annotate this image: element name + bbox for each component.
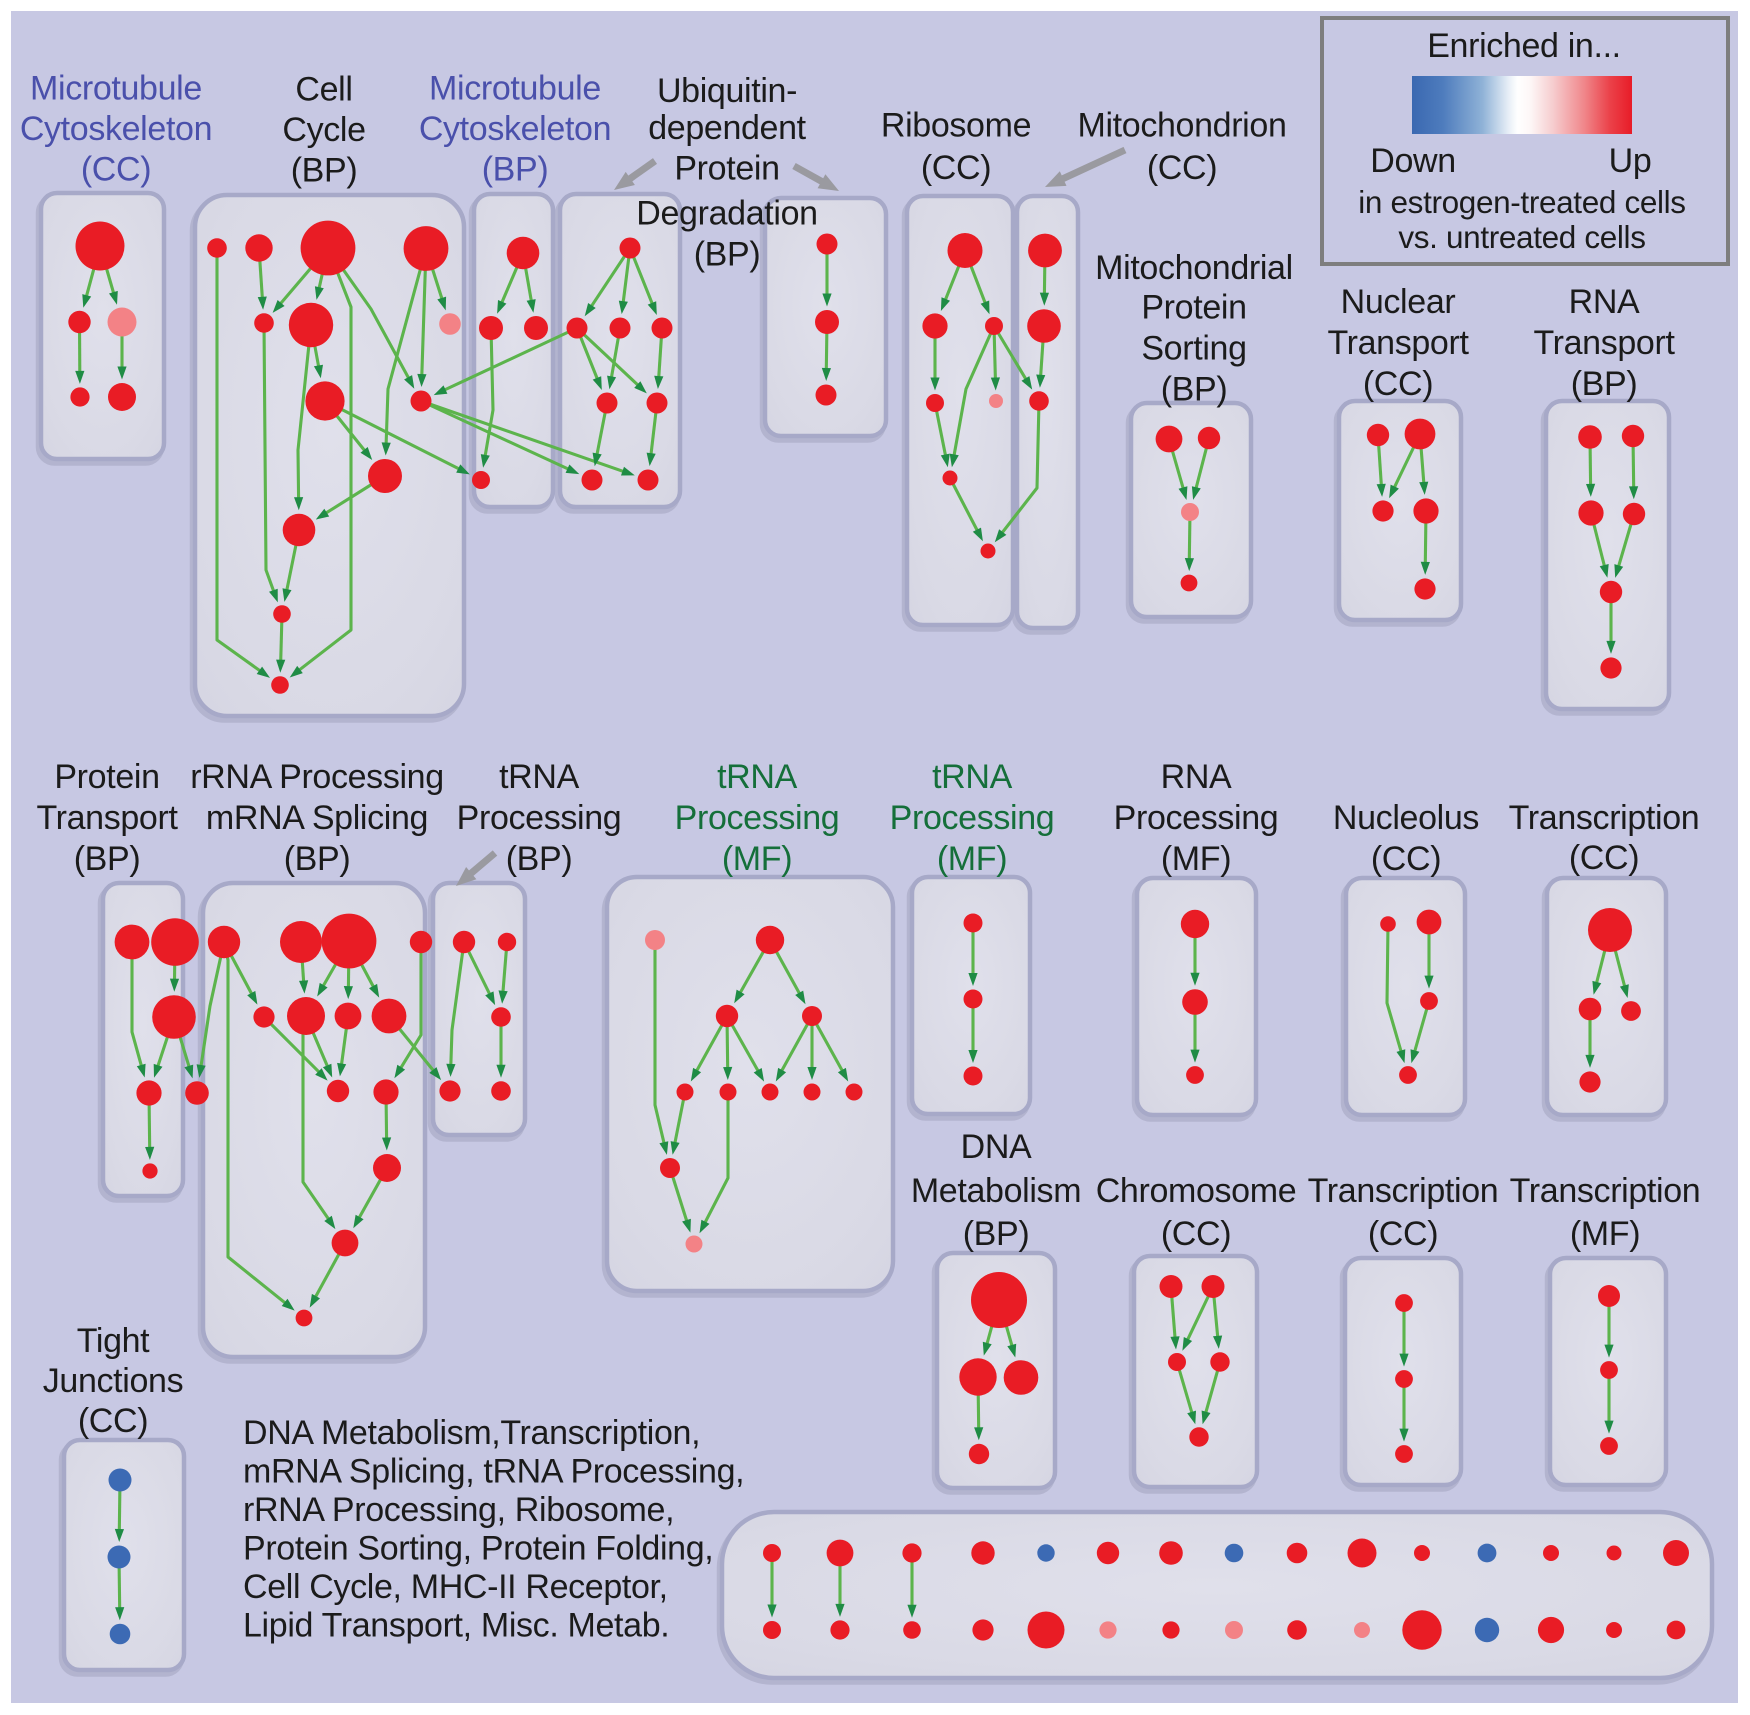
svg-text:Metabolism: Metabolism [911, 1172, 1081, 1210]
svg-text:tRNA: tRNA [499, 758, 580, 796]
svg-text:in estrogen-treated cells: in estrogen-treated cells [1358, 184, 1685, 220]
svg-text:DNA Metabolism,Transcription,: DNA Metabolism,Transcription, [243, 1414, 700, 1452]
svg-text:tRNA: tRNA [932, 758, 1013, 796]
svg-text:(BP): (BP) [1161, 371, 1228, 409]
svg-text:(BP): (BP) [694, 236, 761, 274]
svg-text:(CC): (CC) [921, 149, 991, 187]
svg-text:vs. untreated cells: vs. untreated cells [1398, 219, 1645, 255]
svg-text:Cell: Cell [295, 71, 352, 109]
svg-text:Processing: Processing [457, 799, 622, 837]
svg-text:Sorting: Sorting [1141, 330, 1246, 368]
svg-text:Transport: Transport [1327, 324, 1469, 362]
svg-text:(BP): (BP) [74, 840, 141, 878]
svg-text:tRNA: tRNA [717, 758, 798, 796]
svg-text:Microtubule: Microtubule [429, 70, 601, 108]
svg-text:Nucleolus: Nucleolus [1333, 799, 1479, 837]
svg-text:Transcription: Transcription [1308, 1172, 1499, 1210]
svg-text:(BP): (BP) [963, 1215, 1030, 1253]
svg-text:(CC): (CC) [1363, 365, 1433, 403]
svg-text:Mitochondrial: Mitochondrial [1095, 249, 1293, 287]
svg-text:(CC): (CC) [1161, 1215, 1231, 1253]
svg-text:Protein: Protein [54, 758, 159, 796]
svg-text:(BP): (BP) [506, 840, 573, 878]
svg-text:Microtubule: Microtubule [30, 70, 202, 108]
svg-text:Lipid Transport, Misc. Metab.: Lipid Transport, Misc. Metab. [243, 1607, 669, 1645]
svg-text:(MF): (MF) [1570, 1215, 1640, 1253]
svg-text:Ubiquitin-: Ubiquitin- [657, 72, 797, 110]
svg-text:Cytoskeleton: Cytoskeleton [419, 110, 611, 148]
svg-text:(BP): (BP) [1571, 365, 1638, 403]
svg-text:Processing: Processing [890, 799, 1055, 837]
svg-text:RNA: RNA [1161, 758, 1232, 796]
svg-text:Mitochondrion: Mitochondrion [1077, 107, 1286, 145]
svg-text:(BP): (BP) [482, 151, 549, 189]
svg-text:Enriched in...: Enriched in... [1427, 27, 1621, 65]
svg-text:Transport: Transport [36, 799, 178, 837]
svg-text:Cell Cycle, MHC-II Receptor,: Cell Cycle, MHC-II Receptor, [243, 1568, 668, 1606]
svg-text:Processing: Processing [675, 799, 840, 837]
svg-text:Ribosome: Ribosome [881, 107, 1031, 145]
svg-text:Chromosome: Chromosome [1096, 1172, 1297, 1210]
svg-text:Down: Down [1370, 142, 1456, 180]
svg-text:Transcription: Transcription [1510, 1172, 1701, 1210]
svg-text:Junctions: Junctions [43, 1362, 184, 1400]
svg-text:dependent: dependent [648, 109, 806, 147]
svg-text:Nuclear: Nuclear [1341, 283, 1456, 321]
svg-text:(MF): (MF) [1161, 840, 1231, 878]
svg-text:mRNA Splicing: mRNA Splicing [206, 799, 428, 837]
svg-text:(CC): (CC) [1368, 1215, 1438, 1253]
svg-text:(CC): (CC) [1371, 840, 1441, 878]
svg-text:Processing: Processing [1114, 799, 1279, 837]
svg-text:RNA: RNA [1569, 283, 1640, 321]
svg-text:Transcription: Transcription [1509, 799, 1700, 837]
svg-text:Transport: Transport [1533, 324, 1675, 362]
svg-text:Tight: Tight [77, 1322, 150, 1360]
svg-text:rRNA Processing: rRNA Processing [190, 758, 444, 796]
svg-text:(BP): (BP) [291, 152, 358, 190]
svg-text:(BP): (BP) [284, 840, 351, 878]
svg-text:(CC): (CC) [1147, 149, 1217, 187]
svg-text:(CC): (CC) [81, 151, 151, 189]
svg-text:Up: Up [1609, 142, 1652, 180]
svg-text:Protein: Protein [1141, 289, 1246, 327]
svg-text:Protein: Protein [674, 150, 779, 188]
svg-text:Cytoskeleton: Cytoskeleton [20, 110, 212, 148]
svg-text:mRNA Splicing, tRNA Processing: mRNA Splicing, tRNA Processing, [243, 1453, 744, 1491]
svg-text:DNA: DNA [961, 1128, 1032, 1166]
svg-text:rRNA Processing, Ribosome,: rRNA Processing, Ribosome, [243, 1491, 674, 1529]
svg-text:Cycle: Cycle [282, 111, 365, 149]
svg-text:(MF): (MF) [937, 840, 1007, 878]
svg-text:(CC): (CC) [78, 1402, 148, 1440]
svg-text:(MF): (MF) [722, 840, 792, 878]
svg-text:Protein Sorting, Protein Foldi: Protein Sorting, Protein Folding, [243, 1530, 713, 1568]
svg-text:(CC): (CC) [1569, 839, 1639, 877]
svg-text:Degradation: Degradation [636, 195, 817, 233]
